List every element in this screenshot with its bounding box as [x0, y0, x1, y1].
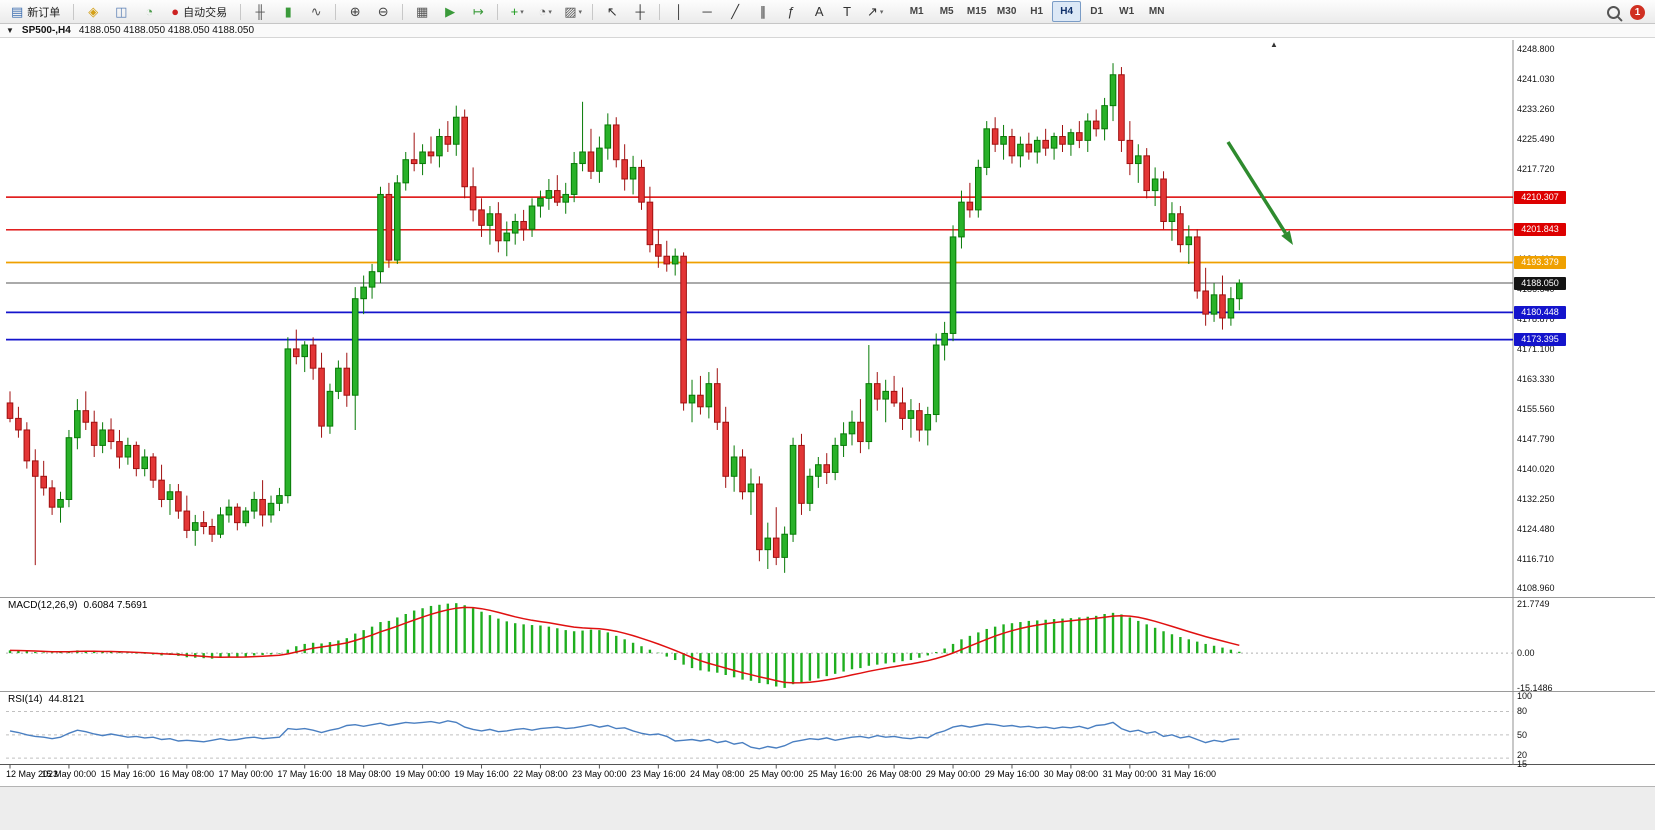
one-click-trading-arrow[interactable]: ▼ — [6, 26, 14, 35]
shapes-glyph: ↗ — [866, 4, 878, 19]
toolbar-separator — [592, 3, 594, 20]
channel-icon-glyph: ∥ — [759, 4, 767, 19]
status-area — [0, 786, 1655, 830]
dropdown-arrow-icon: ▾ — [520, 8, 524, 16]
label-icon-button[interactable]: T — [834, 1, 860, 23]
toolbar-separator — [497, 3, 499, 20]
channel-icon-button[interactable]: ∥ — [750, 1, 776, 23]
timeframe-button-group: M1 M5 M15 M30 H1 H4 D1 W1 MN — [902, 1, 1171, 22]
templates-button[interactable]: ▨ ▾ — [560, 1, 586, 23]
timeframe-button-h1[interactable]: H1 — [1030, 6, 1044, 17]
dropdown-arrow-icon: ▾ — [879, 8, 884, 16]
cursor-icon-glyph: ↖ — [606, 4, 618, 19]
vertical-line-icon-glyph: │ — [675, 4, 684, 19]
fibonacci-icon-button[interactable]: ƒ — [778, 1, 804, 23]
zoom-out-icon-glyph: ⊖ — [377, 4, 389, 19]
dropdown-arrow-icon: ▾ — [548, 8, 552, 16]
auto-scroll-icon-button[interactable]: ▶ — [437, 1, 463, 23]
periods-glyph: ◔ — [538, 4, 547, 19]
market-watch-icon-glyph: ◈ — [88, 4, 99, 19]
new-order-button-label: 新订单 — [27, 6, 61, 19]
toolbar-separator — [659, 3, 661, 20]
dropdown-arrow-icon: ▾ — [578, 8, 583, 16]
templates-glyph: ▨ — [564, 4, 577, 19]
vertical-line-icon-button[interactable]: │ — [666, 1, 692, 23]
data-window-icon-button[interactable]: ◫ — [108, 1, 134, 23]
timeframe-button-h4[interactable]: H4 — [1052, 1, 1082, 22]
cursor-icon-button[interactable]: ↖ — [599, 1, 625, 23]
toolbar-button-group: ▤ 新订单 ◈ ◫ ◔ ● 自动交易 ╫ ▮ ∿ ⊕ ⊖ ▦ ▶ ↦ + ▾ ◔ ▾ ▨ ▾ ↖ ┼ │ ─ ╱ ∥ ƒ A T ↗ ▾ — [4, 1, 888, 23]
zoom-in-icon-glyph: ⊕ — [349, 4, 361, 19]
new-order-glyph: ▤ — [11, 4, 24, 19]
crosshair-icon-glyph: ┼ — [635, 4, 645, 19]
zoom-out-icon-button[interactable]: ⊖ — [370, 1, 396, 23]
timeframe-button-w1[interactable]: W1 — [1119, 6, 1135, 17]
fibonacci-icon-glyph: ƒ — [787, 4, 795, 19]
autotrading-button[interactable]: ● 自动交易 — [164, 1, 234, 23]
indicators-glyph: + — [510, 4, 519, 19]
timeframe-button-m30[interactable]: M30 — [996, 6, 1017, 17]
crosshair-icon-button[interactable]: ┼ — [627, 1, 653, 23]
horizontal-line-icon-glyph: ─ — [702, 4, 712, 19]
notification-badge[interactable]: 1 — [1630, 4, 1645, 20]
line-chart-icon-glyph: ∿ — [310, 4, 322, 19]
autotrading-button-label: 自动交易 — [183, 6, 228, 19]
timeframe-button-m1[interactable]: M1 — [909, 6, 924, 17]
trendline-icon-button[interactable]: ╱ — [722, 1, 748, 23]
market-watch-icon-button[interactable]: ◈ — [80, 1, 106, 23]
chart-window-background — [0, 24, 1655, 786]
tile-windows-icon-button[interactable]: ▦ — [409, 1, 435, 23]
timeframe-button-d1[interactable]: D1 — [1090, 6, 1104, 17]
autotrading-glyph: ● — [171, 4, 180, 19]
horizontal-line-icon-button[interactable]: ─ — [694, 1, 720, 23]
chart-ohlc-values: 4188.050 4188.050 4188.050 4188.050 — [78, 25, 255, 36]
toolbar-separator — [73, 3, 75, 20]
text-icon-glyph: A — [814, 4, 824, 19]
main-toolbar: ▤ 新订单 ◈ ◫ ◔ ● 自动交易 ╫ ▮ ∿ ⊕ ⊖ ▦ ▶ ↦ + ▾ ◔ ▾ ▨ ▾ ↖ ┼ │ ─ ╱ ∥ ƒ A T ↗ ▾ M1… — [0, 0, 1655, 24]
toolbar-separator — [335, 3, 337, 20]
toolbar-separator — [240, 3, 242, 20]
indicators-button[interactable]: + ▾ — [504, 1, 530, 23]
tile-windows-icon-glyph: ▦ — [416, 4, 429, 19]
navigator-icon-button[interactable]: ◔ — [136, 1, 162, 23]
chart-shift-icon-glyph: ↦ — [472, 4, 484, 19]
candlestick-chart-icon-glyph: ▮ — [284, 4, 292, 19]
chart-shift-icon-button[interactable]: ↦ — [465, 1, 491, 23]
bar-chart-icon-button[interactable]: ╫ — [247, 1, 273, 23]
text-icon-button[interactable]: A — [806, 1, 832, 23]
data-window-icon-glyph: ◫ — [115, 4, 128, 19]
bar-chart-icon-glyph: ╫ — [255, 4, 265, 19]
candlestick-chart-icon-button[interactable]: ▮ — [275, 1, 301, 23]
label-icon-glyph: T — [843, 4, 852, 19]
zoom-in-icon-button[interactable]: ⊕ — [342, 1, 368, 23]
timeframe-button-mn[interactable]: MN — [1148, 6, 1165, 17]
timeframe-button-m15[interactable]: M15 — [966, 6, 987, 17]
line-chart-icon-button[interactable]: ∿ — [303, 1, 329, 23]
new-order-button[interactable]: ▤ 新订单 — [4, 1, 67, 23]
toolbar-separator — [402, 3, 404, 20]
navigator-icon-glyph: ◔ — [145, 4, 154, 19]
shapes-button[interactable]: ↗ ▾ — [862, 1, 888, 23]
trendline-icon-glyph: ╱ — [731, 4, 740, 19]
timeframe-button-m5[interactable]: M5 — [939, 6, 954, 17]
chart-titlebar: ▼ SP500-,H4 4188.050 4188.050 4188.050 4… — [0, 24, 1655, 38]
chart-symbol-title: SP500-,H4 — [21, 25, 71, 36]
auto-scroll-icon-glyph: ▶ — [445, 4, 456, 19]
periods-button[interactable]: ◔ ▾ — [532, 1, 558, 23]
toolbar-right-group: 1 — [1607, 0, 1645, 24]
search-icon[interactable] — [1607, 5, 1620, 19]
